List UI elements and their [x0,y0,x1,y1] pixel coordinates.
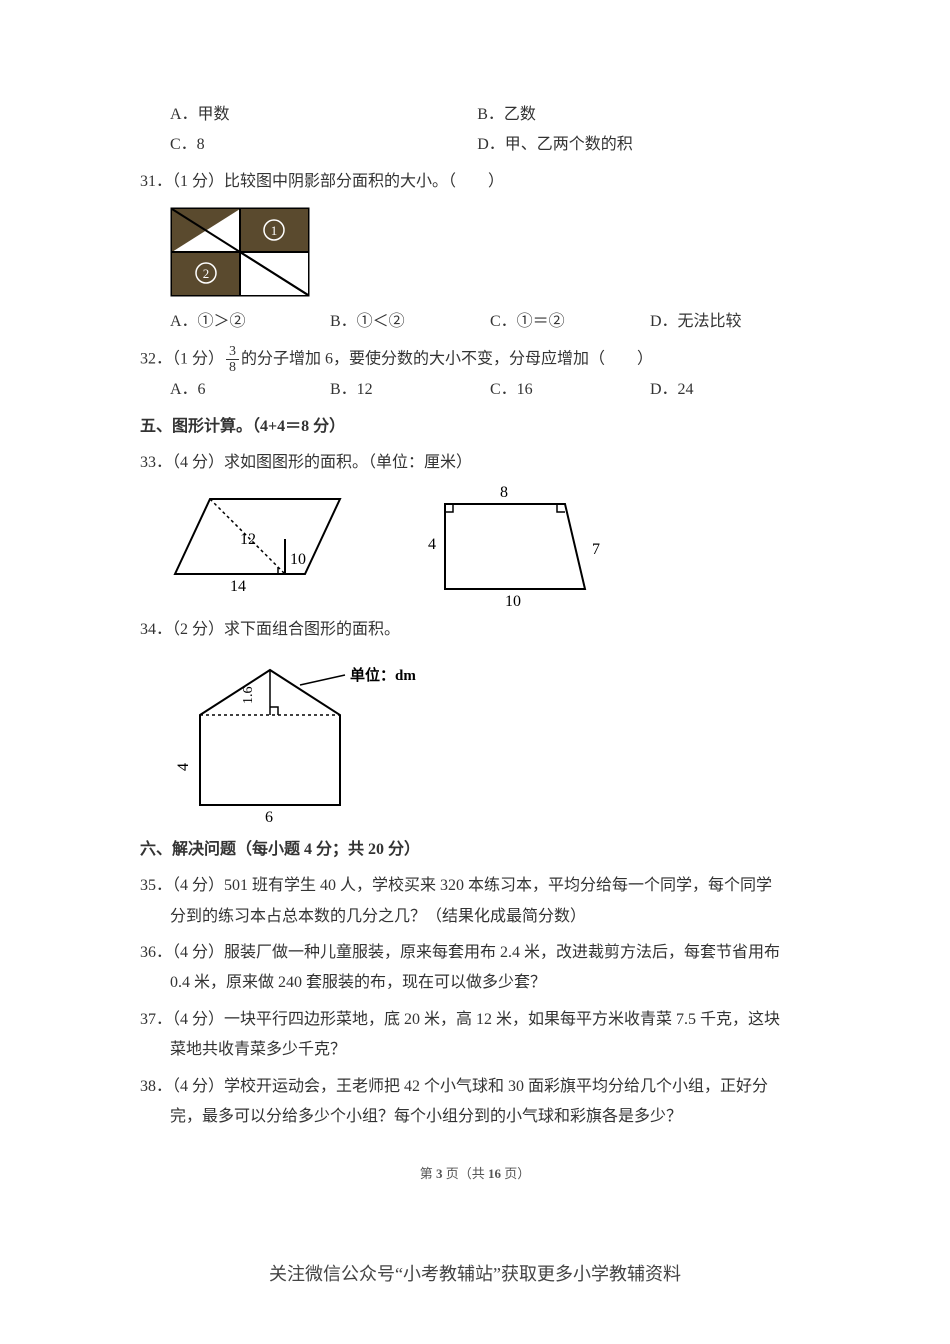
q30-options-2: C．8 D．甲、乙两个数的积 [170,130,810,160]
page-footer: 第 3 页（共 16 页） [140,1162,810,1187]
footer-mid: 页（共 [442,1166,488,1181]
q38-l1: 38．（4 分）学校开运动会，王老师把 42 个小气球和 30 面彩旗平均分给几… [140,1072,810,1102]
footer-total: 16 [488,1166,501,1181]
q31-opt-c: C．①＝② [490,307,650,337]
exam-page: A．甲数 B．乙数 C．8 D．甲、乙两个数的积 31．（1 分）比较图中阴影部… [0,0,950,1331]
q34-prompt: 34．（2 分）求下面组合图形的面积。 [140,615,810,645]
q32-options: A．6 B．12 C．16 D．24 [170,375,810,405]
q32-opt-d: D．24 [650,375,810,405]
footer-prefix: 第 [420,1166,436,1181]
q37-l2: 菜地共收青菜多少千克？ [170,1035,810,1065]
q32-opt-a: A．6 [170,375,330,405]
q33-para-base: 14 [230,578,246,595]
q32-opt-b: B．12 [330,375,490,405]
footer-suffix: 页） [501,1166,530,1181]
q34-peak: 1.6 [241,686,256,704]
q33-trap-left: 4 [428,536,436,553]
q31-opt-b: B．①＜② [330,307,490,337]
section5-title: 五、图形计算。（4+4＝8 分） [140,412,810,442]
q30-opt-d: D．甲、乙两个数的积 [477,130,784,160]
q32-opt-c: C．16 [490,375,650,405]
q31-opt-a: A．①＞② [170,307,330,337]
q30-opt-b: B．乙数 [477,100,784,130]
q32-fraction: 38 [226,344,239,376]
q33-figures: 12 10 14 8 4 7 10 [170,479,810,609]
q34-figure-area: 1.6 4 6 单位：dm [170,655,810,825]
q31-diagram: 1 2 [170,207,310,297]
q34-left: 4 [175,763,192,771]
q30-options: A．甲数 B．乙数 [170,100,810,130]
q33-para-height: 10 [290,551,306,568]
q33-trap-top: 8 [500,484,508,501]
q32-den: 8 [226,360,239,375]
q34-unit: 单位：dm [350,666,416,684]
q33-prompt: 33．（4 分）求如图图形的面积。（单位：厘米） [140,448,810,478]
q33-parallelogram: 12 10 14 [170,479,350,599]
svg-text:2: 2 [203,266,210,281]
q30-opt-a: A．甲数 [170,100,477,130]
section6-title: 六、解决问题（每小题 4 分；共 20 分） [140,835,810,865]
q33-trap-right: 7 [592,541,600,558]
q32-post: 的分子增加 6，要使分数的大小不变，分母应增加（ ） [241,350,653,367]
q36-l2: 0.4 米，原来做 240 套服装的布，现在可以做多少套？ [170,968,810,998]
q32-num: 3 [226,344,239,360]
q30-opt-c: C．8 [170,130,477,160]
q32-pre: 32．（1 分） [140,350,224,367]
q31-prompt: 31．（1 分）比较图中阴影部分面积的大小。（ ） [140,167,810,197]
q37-l1: 37．（4 分）一块平行四边形菜地，底 20 米，高 12 米，如果每平方米收青… [140,1005,810,1035]
q31-figure: 1 2 [170,207,810,297]
bottom-note: 关注微信公众号“小考教辅站”获取更多小学教辅资料 [140,1257,810,1291]
q38-l2: 完，最多可以分给多少个小组？每个小组分到的小气球和彩旗各是多少？ [170,1102,810,1132]
q33-trapezoid: 8 4 7 10 [410,479,610,609]
q33-para-diag: 12 [240,531,256,548]
q34-base: 6 [265,809,273,825]
q36-l1: 36．（4 分）服装厂做一种儿童服装，原来每套用布 2.4 米，改进裁剪方法后，… [140,938,810,968]
svg-text:1: 1 [271,223,278,238]
q31-options: A．①＞② B．①＜② C．①＝② D．无法比较 [170,307,810,337]
q32-prompt: 32．（1 分）38的分子增加 6，要使分数的大小不变，分母应增加（ ） [140,344,810,376]
q33-trap-bottom: 10 [505,593,521,609]
q35-l2: 分到的练习本占总本数的几分之几？（结果化成最简分数） [170,902,810,932]
q35-l1: 35．（4 分）501 班有学生 40 人，学校买来 320 本练习本，平均分给… [140,871,810,901]
q34-figure: 1.6 4 6 单位：dm [170,655,430,825]
q31-opt-d: D．无法比较 [650,307,810,337]
